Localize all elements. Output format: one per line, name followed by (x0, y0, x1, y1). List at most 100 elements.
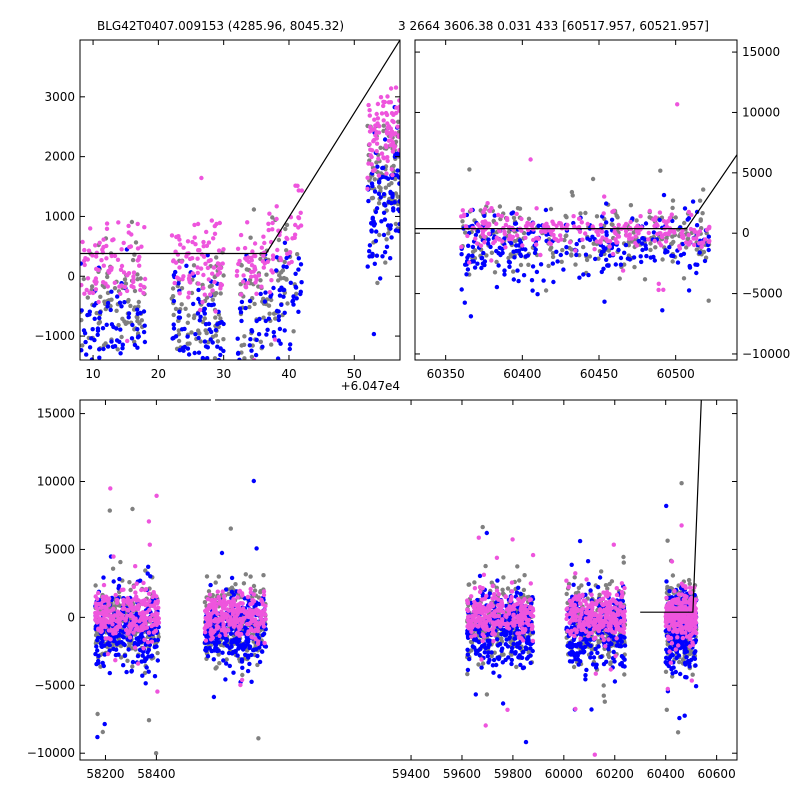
data-point-magenta (216, 266, 221, 271)
data-point-grey (515, 564, 520, 569)
data-point-magenta (136, 598, 141, 603)
data-point-grey (120, 316, 125, 321)
data-point-blue (281, 294, 286, 299)
data-point-blue (137, 647, 143, 653)
y-tick-label: 3000 (44, 90, 75, 104)
data-point-blue (184, 382, 188, 386)
data-point-magenta (469, 594, 474, 599)
data-point-blue (127, 361, 131, 365)
data-point-magenta (252, 274, 258, 279)
data-point-magenta (506, 626, 512, 631)
data-point-blue (663, 250, 668, 255)
data-point-blue (203, 645, 209, 651)
data-point-grey (273, 316, 278, 321)
data-point-grey (370, 195, 376, 201)
data-point-magenta (256, 273, 262, 278)
data-point-grey (264, 272, 269, 277)
data-point-magenta (133, 627, 138, 632)
data-point-magenta (388, 134, 393, 139)
data-point-grey (602, 699, 607, 704)
data-point-magenta (459, 214, 464, 219)
data-point-blue (137, 372, 141, 376)
data-point-blue (706, 247, 711, 253)
data-point-magenta (135, 661, 141, 666)
data-point-magenta (663, 231, 669, 236)
data-point-magenta (85, 276, 91, 281)
data-point-magenta (195, 221, 201, 227)
data-point-magenta (499, 598, 504, 604)
data-point-magenta (148, 618, 153, 623)
data-point-magenta (142, 225, 147, 230)
data-point-blue (274, 308, 280, 314)
data-point-blue (490, 663, 496, 668)
data-point-blue (119, 304, 124, 309)
data-point-blue (140, 673, 145, 678)
data-point-grey (543, 288, 549, 293)
data-point-grey (472, 580, 477, 585)
data-point-blue (282, 310, 287, 315)
data-point-magenta (612, 630, 618, 635)
data-point-blue (564, 245, 569, 250)
data-point-blue (282, 240, 288, 245)
data-point-blue (102, 721, 107, 727)
data-point-grey (606, 652, 611, 657)
data-point-grey (217, 661, 222, 666)
data-point-magenta (146, 591, 152, 596)
data-point-magenta (117, 611, 123, 616)
data-point-blue (621, 655, 626, 661)
data-point-blue (622, 643, 628, 648)
data-point-grey (256, 736, 261, 741)
data-point-magenta (270, 227, 275, 232)
data-point-blue (487, 591, 492, 596)
data-point-blue (618, 637, 623, 642)
data-point-magenta (490, 620, 495, 625)
panel-top-right: 60350 60400 60450 60500−10000−5000050001000… (414, 39, 790, 381)
data-point-grey (621, 560, 626, 565)
data-point-magenta (517, 623, 523, 628)
data-point-magenta (226, 608, 232, 613)
data-point-grey (255, 361, 259, 365)
data-point-magenta (382, 99, 387, 105)
data-point-magenta (529, 613, 535, 618)
data-point-magenta (262, 261, 267, 266)
data-point-grey (375, 280, 380, 286)
data-point-blue (604, 220, 609, 225)
data-point-magenta (486, 617, 492, 623)
data-point-grey (255, 662, 260, 668)
data-point-blue (118, 327, 123, 332)
data-point-grey (484, 253, 489, 258)
data-point-magenta (385, 155, 390, 160)
data-point-magenta (103, 624, 108, 630)
data-point-magenta (517, 631, 522, 636)
data-point-blue (675, 260, 681, 265)
data-point-magenta (487, 613, 493, 619)
data-point-blue (263, 644, 269, 649)
data-point-grey (494, 259, 499, 265)
data-point-blue (251, 478, 256, 484)
data-point-blue (496, 263, 501, 268)
data-point-magenta (460, 208, 465, 213)
data-point-blue (631, 255, 637, 260)
data-point-magenta (113, 658, 118, 663)
data-point-magenta (230, 611, 236, 617)
data-point-grey (233, 582, 238, 587)
data-point-magenta (101, 582, 107, 588)
data-point-magenta (129, 232, 134, 237)
data-point-grey (480, 661, 486, 666)
data-point-blue (101, 575, 106, 580)
data-point-magenta (256, 639, 261, 644)
data-point-magenta (484, 593, 489, 599)
data-point-magenta (509, 580, 515, 585)
data-point-blue (284, 255, 289, 261)
data-point-magenta (610, 251, 616, 257)
data-point-grey (511, 269, 516, 274)
data-point-magenta (494, 588, 500, 593)
data-point-blue (218, 390, 222, 394)
data-point-magenta (237, 589, 242, 594)
data-point-blue (476, 639, 482, 645)
data-point-blue (256, 332, 262, 337)
data-point-blue (263, 290, 268, 295)
data-point-magenta (601, 211, 606, 216)
data-point-blue (475, 229, 481, 234)
